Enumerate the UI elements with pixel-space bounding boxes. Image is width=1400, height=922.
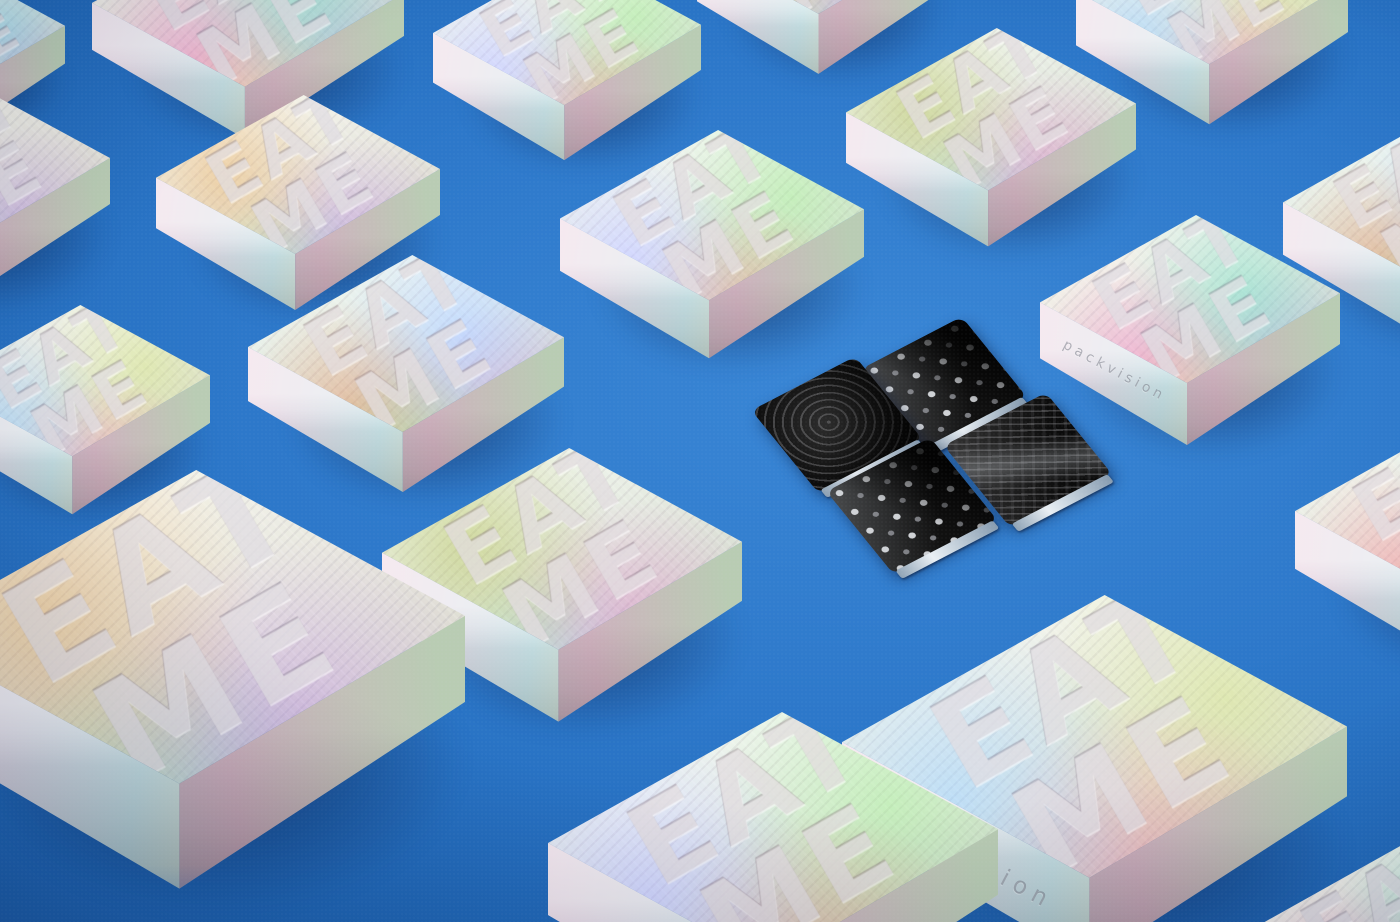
holo-box-box-14: EAT ME [1295,415,1400,694]
holo-box-box-19: EAT ME [1243,838,1400,922]
holo-box-box-2: EAT ME [92,0,411,169]
embossed-letter-area: EAT ME [1243,838,1400,922]
holo-box-box-6: EAT ME [1076,0,1354,154]
holo-box-box-12: EAT ME [248,255,571,522]
holo-box-box-16: EAT ME [0,470,477,920]
holo-box-box-13: packvision EAT ME [1040,215,1346,475]
holo-box-box-5: EAT ME [846,28,1142,276]
embossed-eat-me-text: EAT ME [606,674,919,922]
chocolate-foil-edge [895,520,1000,580]
chocolate-foil-edge [1011,473,1115,532]
box-top-face: EAT ME [1243,838,1400,922]
holo-box-box-3: EAT ME [433,0,707,190]
holo-box-box-4: EAT ME [697,0,950,104]
holo-box-box-17: EAT ME [548,712,1007,922]
holo-box-box-1: EAT ME [0,0,69,160]
holo-box-box-8: EAT ME [0,82,116,332]
holo-box-box-10: EAT ME [560,130,871,388]
